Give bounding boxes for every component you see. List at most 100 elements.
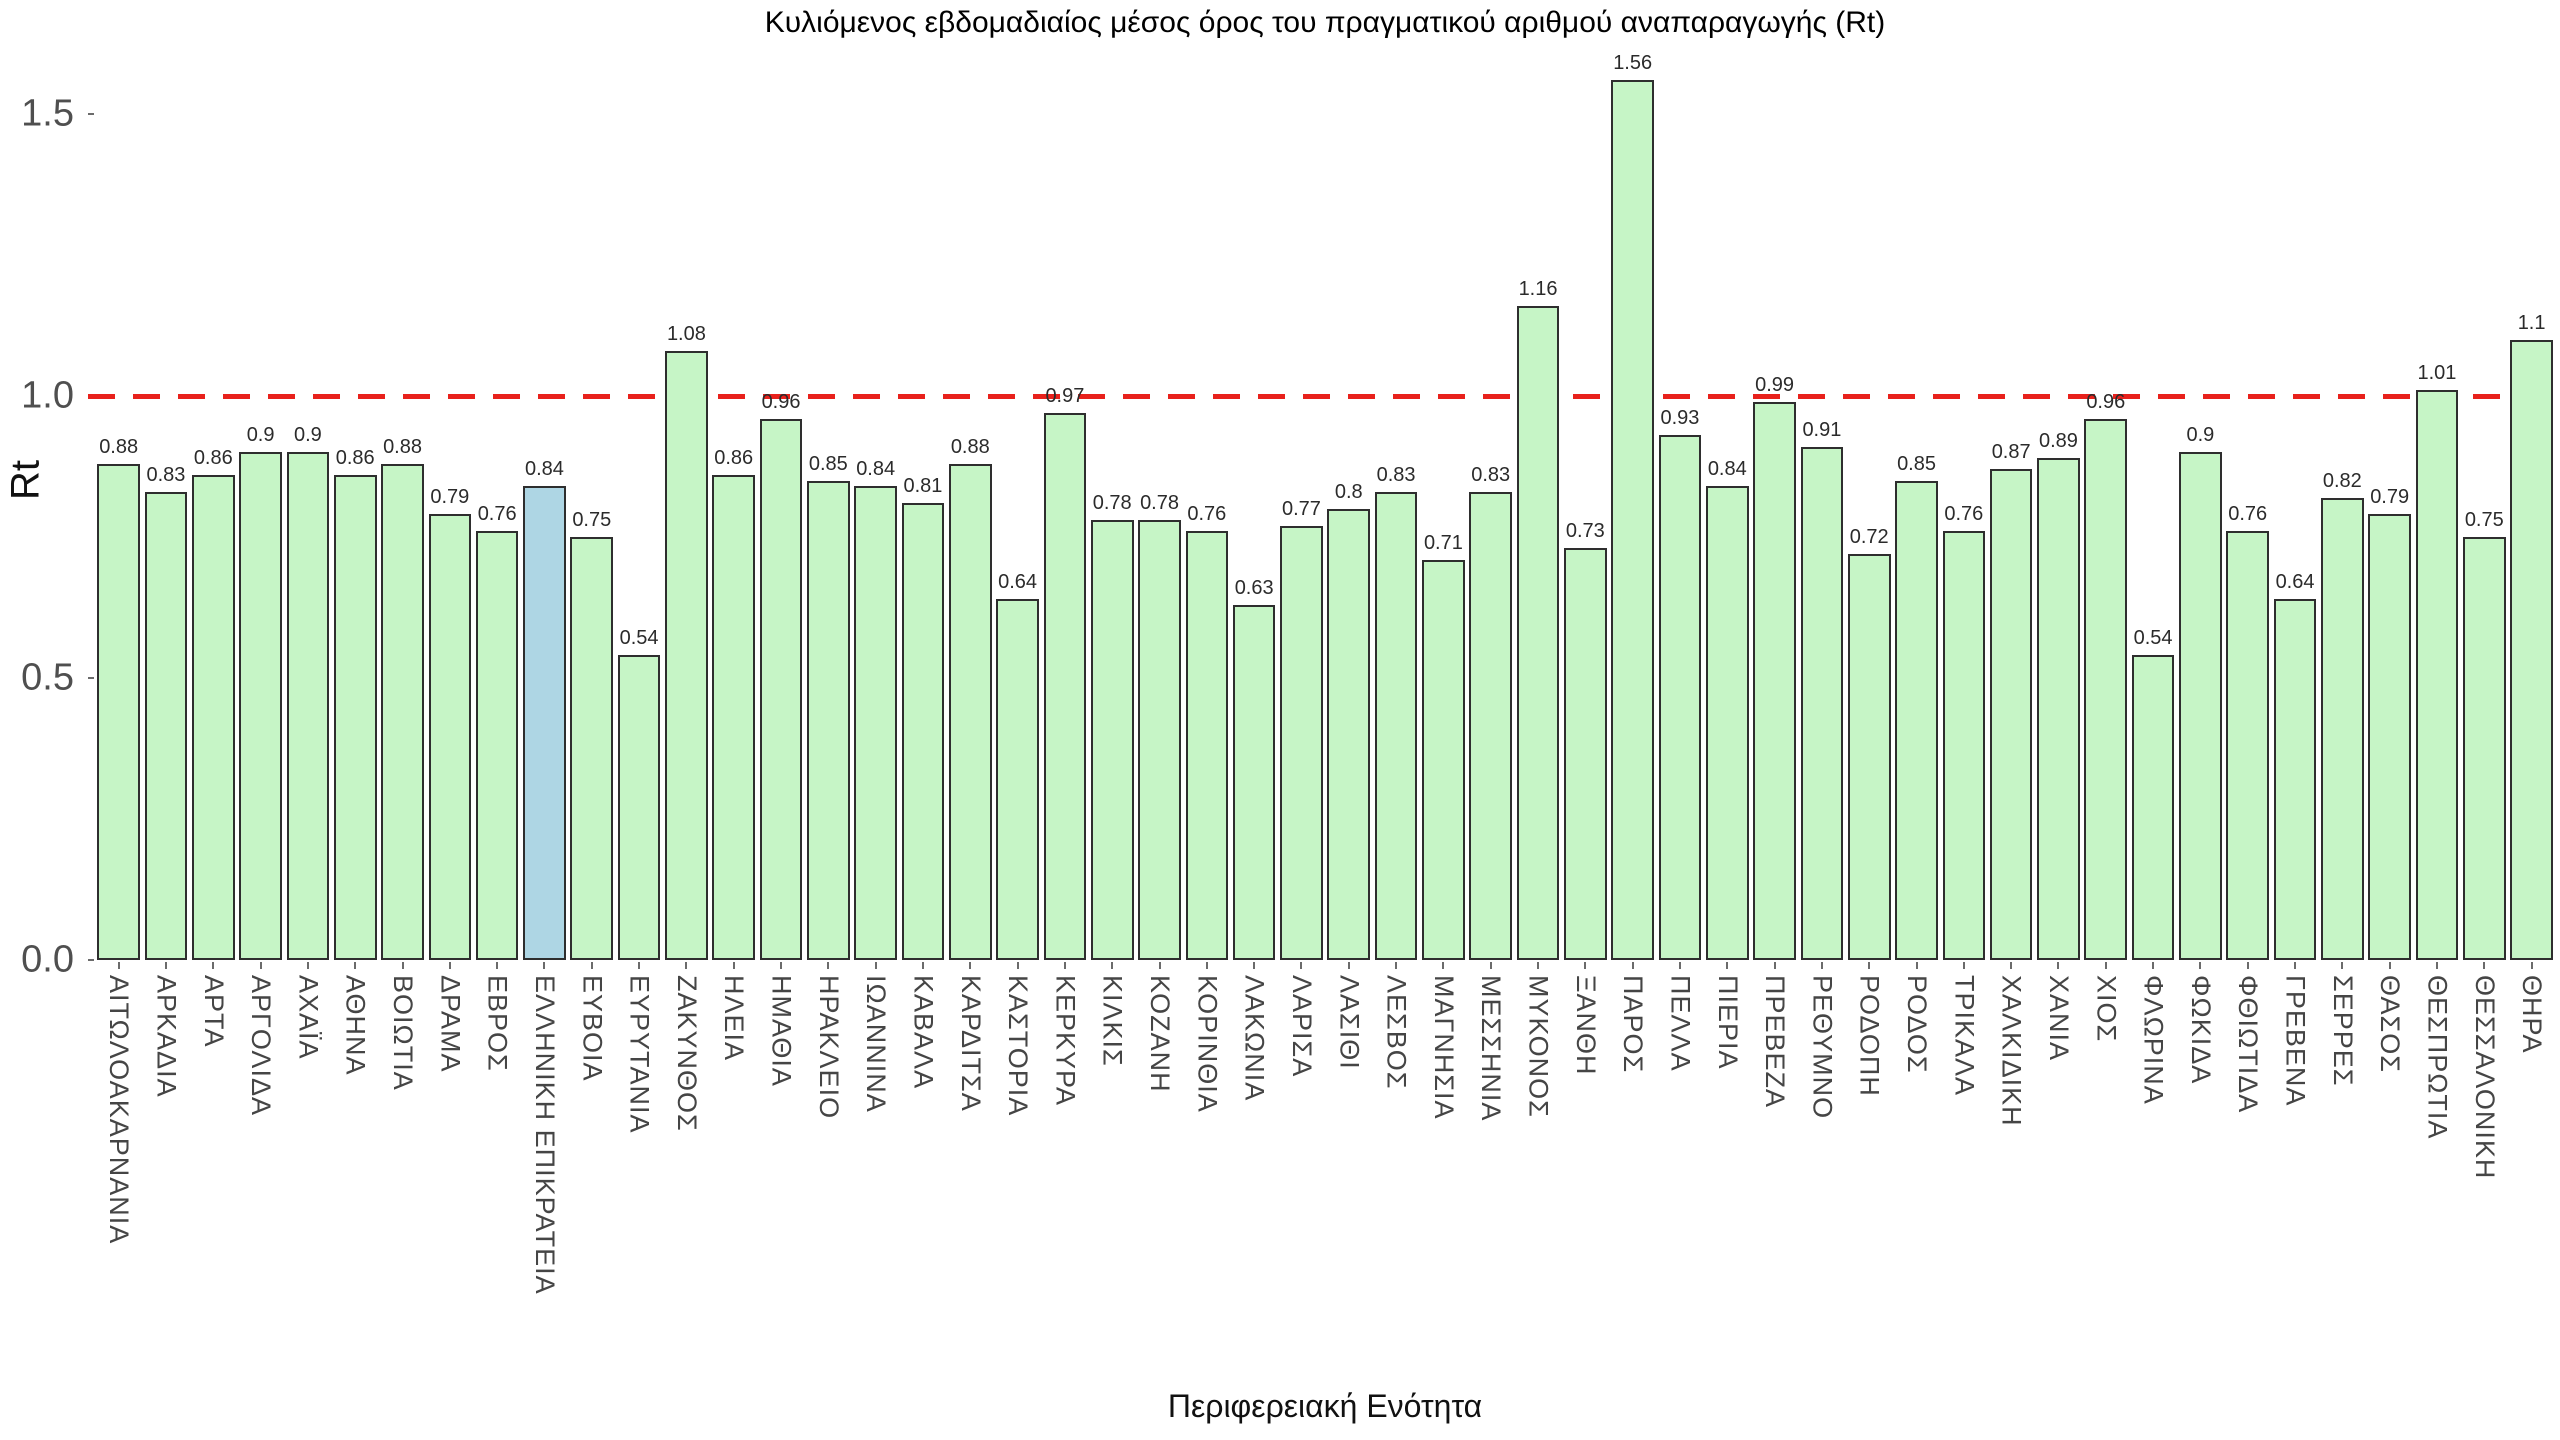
x-tick-mark	[2435, 962, 2438, 969]
bar-slot: 0.88 ΑΙΤΩΛΟΑΚΑΡΝΑΝΙΑ	[95, 0, 142, 1244]
x-tick-label: ΗΛΕΙΑ	[719, 975, 750, 1062]
bar-slot: 0.89 ΧΑΝΙΑ	[2035, 0, 2082, 1061]
bar-value-label: 0.72	[1849, 525, 1889, 548]
bar-slot: 0.76 ΚΟΡΙΝΘΙΑ	[1183, 0, 1230, 1113]
x-tick-mark	[1773, 962, 1776, 969]
x-tick-label: ΜΕΣΣΗΝΙΑ	[1476, 975, 1507, 1122]
bar-slot: 0.79 ΔΡΑΜΑ	[426, 0, 473, 1073]
bar-value-label: 0.84	[856, 458, 896, 481]
bar-slot: 0.73 ΞΑΝΘΗ	[1562, 0, 1609, 1076]
x-tick-mark	[2483, 962, 2486, 969]
bar	[144, 491, 188, 960]
x-tick-label: ΡΟΔΟΠΗ	[1854, 975, 1885, 1097]
bar-value-label: 0.75	[2464, 509, 2504, 531]
x-tick-label: ΘΗΡΑ	[2517, 975, 2548, 1054]
bar	[97, 463, 140, 960]
bar-slot: 0.85 ΗΡΑΚΛΕΙΟ	[805, 0, 852, 1119]
x-tick-label: ΘΕΣΣΑΛΟΝΙΚΗ	[2469, 975, 2500, 1180]
bar-slot: 0.78 ΚΙΛΚΙΣ	[1089, 0, 1136, 1067]
x-tick-label: ΣΕΡΡΕΣ	[2327, 975, 2358, 1087]
y-tick-label: 1.5	[21, 92, 74, 135]
bar-value-label: 0.76	[1944, 503, 1984, 526]
bar-value-label: 0.83	[1471, 463, 1511, 486]
bar-slot: 0.71 ΜΑΓΝΗΣΙΑ	[1420, 0, 1467, 1120]
bar-slot: 0.75 ΕΥΒΟΙΑ	[568, 0, 615, 1082]
bar-value-label: 0.76	[2228, 503, 2268, 526]
bar-value-label: 0.83	[146, 463, 186, 486]
bar	[1185, 531, 1229, 960]
bar-value-label: 0.63	[1234, 576, 1274, 599]
x-tick-label: ΛΑΡΙΣΑ	[1286, 975, 1317, 1078]
bar	[901, 503, 945, 960]
bar-value-label: 0.93	[1660, 407, 1700, 430]
x-tick-mark	[590, 962, 593, 969]
bar	[1705, 486, 1749, 960]
bar	[2179, 452, 2222, 960]
x-tick-label: ΤΡΙΚΑΛΑ	[1949, 975, 1980, 1097]
x-tick-mark	[1678, 962, 1681, 969]
y-tick-mark	[88, 113, 94, 115]
bar	[286, 452, 330, 960]
bar-slot: 0.54 ΕΥΡΥΤΑΝΙΑ	[615, 0, 662, 1134]
x-tick-mark	[401, 962, 404, 969]
x-tick-mark	[1962, 962, 1965, 969]
x-tick-label: ΔΡΑΜΑ	[435, 975, 466, 1073]
bar	[2415, 390, 2459, 960]
bar-value-label: 0.9	[2186, 424, 2215, 447]
x-tick-mark	[1631, 962, 1634, 969]
x-tick-mark	[1820, 962, 1823, 969]
bar	[1658, 435, 1702, 960]
bar-slot: 0.8 ΛΑΣΙΘΙ	[1325, 0, 1372, 1070]
x-tick-mark	[921, 962, 924, 969]
bar-slot: 0.99 ΠΡΕΒΕΖΑ	[1751, 0, 1798, 1108]
bar	[712, 474, 755, 960]
bar-slot: 0.84 ΠΙΕΡΙΑ	[1704, 0, 1751, 1070]
x-tick-label: ΠΑΡΟΣ	[1618, 975, 1649, 1074]
bar-slot: 0.63 ΛΑΚΩΝΙΑ	[1231, 0, 1278, 1101]
x-tick-label: ΕΥΡΥΤΑΝΙΑ	[624, 975, 655, 1134]
x-tick-label: ΦΘΙΩΤΙΔΑ	[2233, 975, 2264, 1114]
x-tick-label: ΜΑΓΝΗΣΙΑ	[1428, 975, 1459, 1120]
bar	[2321, 497, 2364, 960]
x-tick-mark	[354, 962, 357, 969]
bar-highlighted	[523, 486, 566, 960]
bar-value-label: 0.84	[1707, 458, 1747, 481]
x-tick-mark	[1205, 962, 1208, 969]
bar	[665, 350, 708, 960]
x-tick-mark	[685, 962, 688, 969]
bar	[996, 599, 1039, 960]
x-tick-label: ΠΕΛΛΑ	[1665, 975, 1696, 1072]
plot-area: 0.88 ΑΙΤΩΛΟΑΚΑΡΝΑΝΙΑ 0.83 ΑΡΚΑΔΙΑ 0.86 ΑΡΤΑ 0.…	[95, 0, 2555, 1295]
x-tick-label: ΡΕΘΥΜΝΟ	[1807, 975, 1838, 1120]
bar	[1989, 469, 2033, 960]
x-tick-label: ΧΙΟΣ	[2091, 975, 2122, 1043]
x-tick-mark	[1489, 962, 1492, 969]
bar-slot: 0.91 ΡΕΘΥΜΝΟ	[1798, 0, 1845, 1119]
bar	[948, 463, 992, 960]
x-tick-label: ΠΡΕΒΕΖΑ	[1760, 975, 1791, 1109]
x-tick-mark	[1016, 962, 1019, 969]
x-tick-mark	[306, 962, 309, 969]
bar-slot: 1.01 ΘΕΣΠΡΩΤΙΑ	[2413, 0, 2460, 1139]
x-tick-mark	[164, 962, 167, 969]
x-tick-mark	[1726, 962, 1729, 969]
bar-value-label: 1.08	[666, 322, 706, 345]
bar	[1753, 401, 1796, 960]
x-tick-label: ΙΩΑΝΝΙΝΑ	[861, 975, 892, 1113]
x-tick-mark	[2057, 962, 2060, 969]
chart-title: Κυλιόμενος εβδομαδιαίος μέσος όρος του π…	[764, 6, 1886, 39]
x-tick-mark	[2388, 962, 2391, 969]
bar-slot: 1.16 ΜΥΚΟΝΟΣ	[1514, 0, 1561, 1118]
x-tick-mark	[2530, 962, 2533, 969]
bar-value-label: 0.79	[2370, 486, 2410, 509]
bar-value-label: 0.85	[1897, 452, 1936, 475]
bar	[1138, 520, 1181, 960]
bar	[1090, 520, 1134, 960]
y-axis: 0.0 0.5 1.0 1.5	[0, 0, 94, 1000]
bar-slot: 0.84 ΕΛΛΗΝΙΚΗ ΕΠΙΚΡΑΤΕΙΑ	[521, 0, 568, 1295]
x-tick-label: ΚΕΡΚΥΡΑ	[1050, 975, 1081, 1107]
x-tick-mark	[1111, 962, 1114, 969]
bar-value-label: 0.88	[950, 435, 990, 458]
x-tick-label: ΚΑΡΔΙΤΣΑ	[955, 975, 986, 1112]
bar-slot: 0.54 ΦΛΩΡΙΝΑ	[2129, 0, 2176, 1105]
